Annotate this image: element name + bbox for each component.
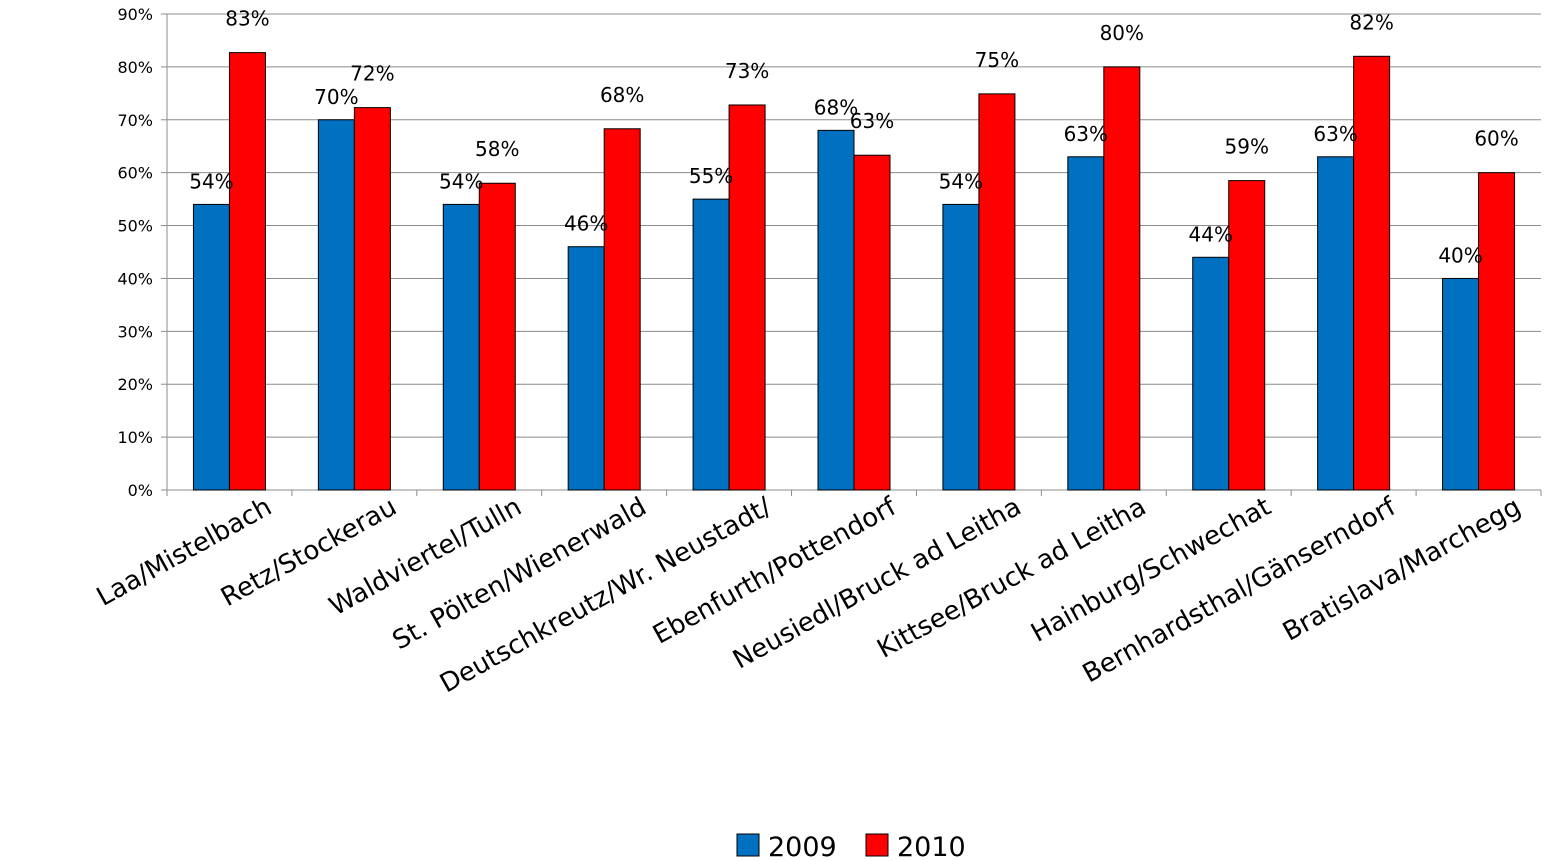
bar-2009 [317,119,355,491]
data-label-2010: 58% [475,137,519,161]
data-label-2009: 63% [1064,122,1108,146]
bar-2010 [478,182,516,491]
axes: 0% 10% 20% 30% 40% 50% 60% 70% 80% 90% [117,5,1542,500]
bar-2009 [1317,156,1355,491]
data-label-2010: 72% [350,62,394,86]
bar-2009 [567,246,605,491]
y-tick-label: 0% [128,481,153,500]
data-label-2010: 75% [975,48,1019,72]
y-tick-label: 40% [117,269,153,288]
y-tick-label: 20% [117,375,153,394]
bar-2010 [228,52,266,491]
legend-label-2009: 2009 [768,832,837,861]
data-label-2010: 83% [225,7,269,31]
bar-2010 [1103,66,1141,491]
bar-2010 [1228,180,1266,491]
data-label-2010: 68% [600,83,644,107]
bar-2009 [1442,277,1480,491]
data-label-2009: 46% [564,212,608,236]
bar-2009 [1192,256,1230,491]
y-tick-label: 50% [117,217,153,236]
data-label-2009: 54% [439,169,483,193]
bar-2009 [192,203,230,491]
data-label-2009: 54% [939,169,983,193]
bar-2009 [442,203,480,491]
data-label-2009: 68% [814,95,858,119]
bar-2010 [603,128,641,491]
data-label-2009: 54% [189,169,233,193]
bar-2010 [853,154,891,491]
data-label-2010: 59% [1225,135,1269,159]
y-tick-label: 30% [117,322,153,341]
y-tick-label: 80% [117,58,153,77]
data-label-2010: 82% [1349,10,1393,34]
y-tick-label: 70% [117,111,153,130]
bar-2010 [1478,172,1516,491]
data-label-2009: 55% [689,164,733,188]
legend-swatch-2010 [865,833,889,857]
data-labels: 54%83%70%72%54%58%46%68%55%73%68%63%54%7… [189,7,1519,268]
y-tick-label: 10% [117,428,153,447]
bar-2009 [692,198,730,491]
category-label: Bratislava/Marchegg [1278,492,1526,648]
y-tick-label: 60% [117,164,153,183]
data-label-2009: 40% [1438,243,1482,267]
bars [192,52,1516,491]
legend-label-2010: 2010 [897,832,966,861]
data-label-2009: 63% [1313,122,1357,146]
data-label-2009: 44% [1189,222,1233,246]
bar-2010 [353,107,391,491]
bar-2010 [978,93,1016,491]
data-label-2009: 70% [314,85,358,109]
data-label-2010: 73% [725,59,769,83]
category-labels: Laa/MistelbachRetz/StockerauWaldviertel/… [92,491,1526,699]
bar-2010 [1353,55,1391,491]
legend-swatch-2009 [736,833,760,857]
bar-2009 [1067,156,1105,491]
data-label-2010: 80% [1100,21,1144,45]
data-label-2010: 60% [1474,127,1518,151]
bar-2009 [942,203,980,491]
bar-2009 [817,129,855,491]
data-label-2010: 63% [850,109,894,133]
y-tick-label: 90% [117,5,153,24]
legend: 2009 2010 [736,832,966,861]
bar-2010 [728,104,766,491]
